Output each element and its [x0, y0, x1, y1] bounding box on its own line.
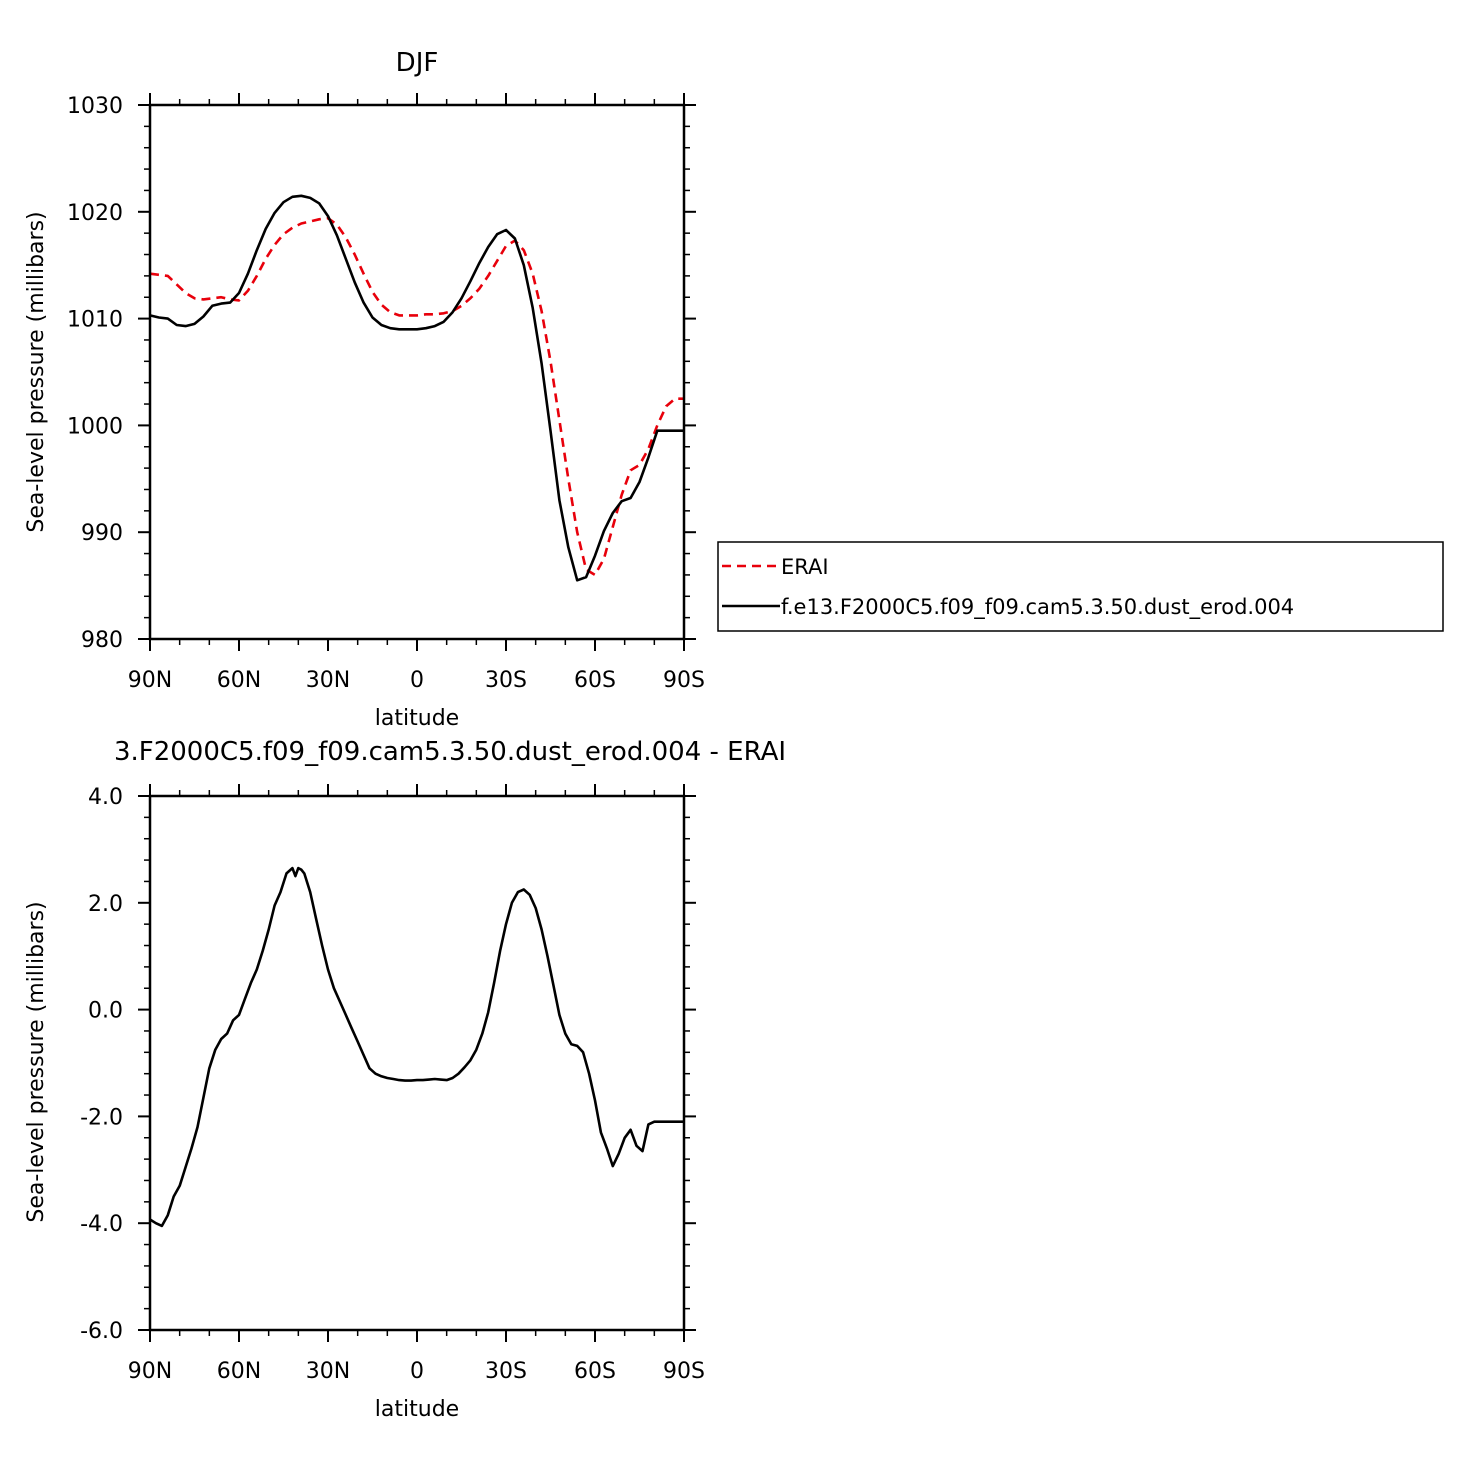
legend: ERAI f.e13.F2000C5.f09_f09.cam5.3.50.dus… — [717, 541, 1444, 632]
series-line-0 — [149, 866, 684, 1228]
x-tick-label: 90S — [663, 668, 705, 693]
y-axis-label: Sea-level pressure (millibars) — [24, 901, 49, 1222]
series-line-0 — [149, 216, 684, 577]
y-tick-label: 4.0 — [88, 785, 123, 810]
y-tick-label: 1020 — [67, 201, 123, 226]
x-axis-label: latitude — [375, 706, 459, 731]
x-tick-label: 90N — [128, 1359, 172, 1384]
series-layer — [149, 866, 684, 1228]
legend-label-model: f.e13.F2000C5.f09_f09.cam5.3.50.dust_ero… — [781, 595, 1294, 620]
plot-frame — [148, 794, 686, 1332]
y-tick-label: 2.0 — [88, 892, 123, 917]
x-tick-label: 30S — [485, 668, 527, 693]
x-tick-label: 60S — [574, 1359, 616, 1384]
x-tick-label: 60N — [217, 1359, 261, 1384]
x-tick-label: 90N — [128, 668, 172, 693]
y-tick-label: 980 — [81, 628, 123, 653]
plot-frame — [148, 103, 686, 641]
y-tick-label: -4.0 — [80, 1212, 123, 1237]
chart-title: DJF — [396, 48, 439, 78]
x-tick-label: 60S — [574, 668, 616, 693]
x-tick-label: 0 — [410, 668, 424, 693]
legend-label-erai: ERAI — [781, 555, 829, 579]
tick-layer: 90N 60N 30N 0 30S 60S 90S -6.0 -4.0 -2.0 0.0 2.0 4.0 — [80, 784, 705, 1384]
y-tick-label: 990 — [81, 521, 123, 546]
x-tick-label: 30N — [306, 668, 350, 693]
panel-difference: 3.F2000C5.f09_f09.cam5.3.50.dust_erod.00… — [24, 737, 786, 1422]
series-layer — [149, 194, 684, 582]
y-tick-label: 0.0 — [88, 999, 123, 1024]
chart-title: 3.F2000C5.f09_f09.cam5.3.50.dust_erod.00… — [114, 737, 786, 767]
y-tick-label: 1010 — [67, 308, 123, 333]
y-tick-label: -6.0 — [80, 1319, 123, 1344]
x-tick-label: 90S — [663, 1359, 705, 1384]
x-tick-label: 60N — [217, 668, 261, 693]
y-tick-label: 1030 — [67, 94, 123, 119]
x-tick-label: 30N — [306, 1359, 350, 1384]
panel-djf: DJF Sea-level pressure (millibars) latit… — [24, 48, 705, 731]
series-line-1 — [149, 194, 684, 582]
tick-layer: 90N 60N 30N 0 30S 60S 90S 980 990 1000 1010 1020 103… — [67, 93, 705, 693]
legend-box — [717, 541, 1444, 632]
x-axis-label: latitude — [375, 1397, 459, 1422]
y-tick-label: 1000 — [67, 414, 123, 439]
x-tick-label: 30S — [485, 1359, 527, 1384]
y-axis-label: Sea-level pressure (millibars) — [24, 211, 49, 532]
x-tick-label: 0 — [410, 1359, 424, 1384]
y-tick-label: -2.0 — [80, 1105, 123, 1130]
